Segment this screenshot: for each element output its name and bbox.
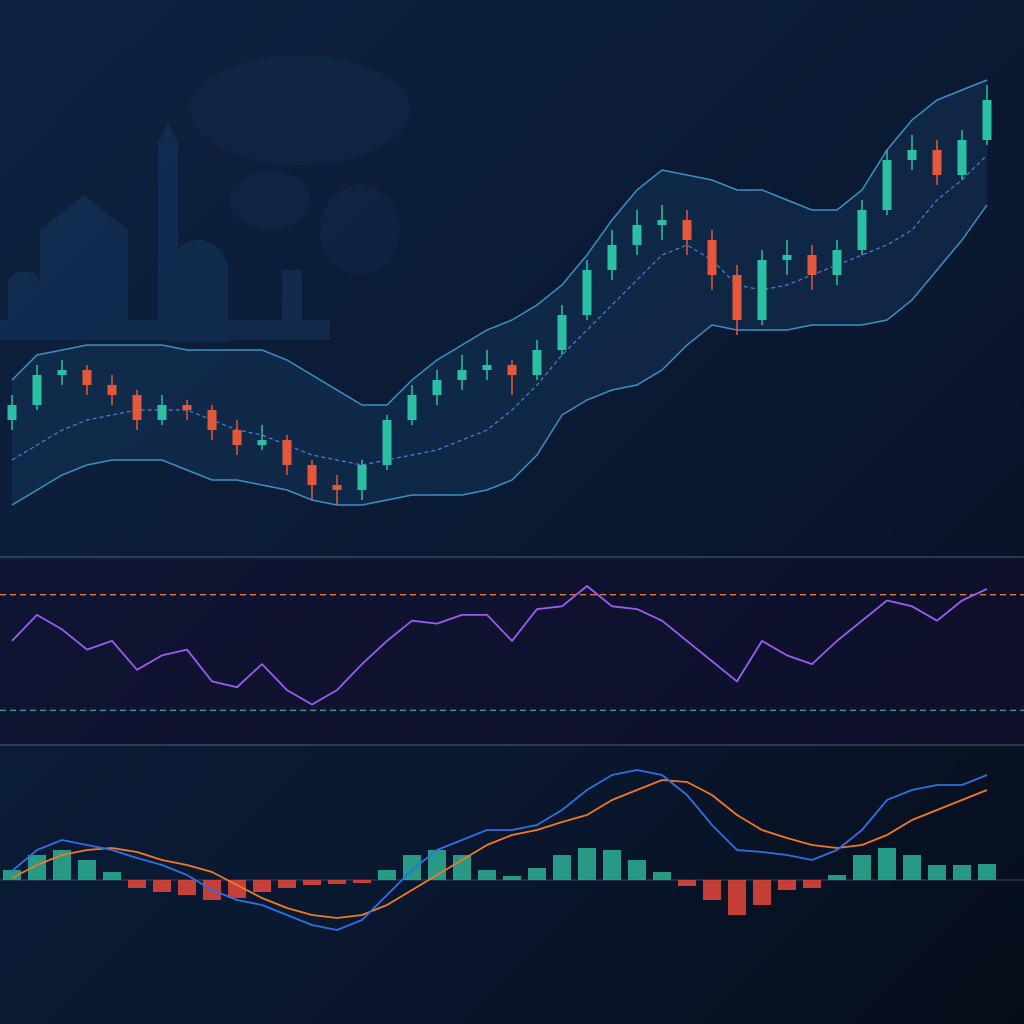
candle-body [732,275,742,320]
histogram-bar [953,865,971,880]
histogram-bar [478,870,496,880]
map-decoration [190,55,410,275]
candle-body [232,430,242,445]
candle-body [757,260,767,320]
histogram-bar [103,872,121,880]
histogram-bar [503,876,521,880]
candle-body [832,250,842,275]
candle-body [857,210,867,250]
histogram-bar [553,855,571,880]
histogram-bar [803,880,821,888]
candle-body [682,220,692,240]
candle-body [532,350,542,375]
histogram-bar [878,848,896,880]
histogram-bar [303,880,321,885]
histogram-bar [653,872,671,880]
candle-body [57,370,67,375]
candle-body [257,440,267,445]
candle-body [607,245,617,270]
skyline-decoration [0,120,330,342]
candle-body [482,365,492,370]
macd-line [11,769,988,931]
histogram-bar [753,880,771,905]
candle-body [557,315,567,350]
histogram-bar [928,865,946,880]
candle-body [932,150,942,175]
histogram-bar [253,880,271,892]
candle-body [657,220,667,225]
rsi-panel [0,560,1024,745]
candle-body [382,420,392,465]
candle-body [782,255,792,260]
signal-line [11,779,988,919]
histogram-bar [178,880,196,895]
candle-body [807,255,817,275]
histogram-bar [978,864,996,880]
candle-body [207,410,217,430]
histogram-bar [678,880,696,886]
histogram-bar [628,860,646,880]
histogram-bar [78,860,96,880]
band-fill [12,80,987,505]
histogram-bar [603,850,621,880]
candle-body [982,100,992,140]
candle-body [82,370,92,385]
candle-body [157,405,167,420]
histogram-bar [578,848,596,880]
candle-body [707,240,717,275]
candle-body [7,405,17,420]
candle-body [132,395,142,420]
candle-body [107,385,117,395]
candle-body [882,160,892,210]
histogram-bar [728,880,746,915]
band-lower [11,204,988,506]
histogram-bar [278,880,296,888]
candle-body [282,440,292,465]
candle-body [307,465,317,485]
band-upper [11,79,988,406]
candle-body [332,485,342,490]
candle-body [407,395,417,420]
histogram-bar [703,880,721,900]
candle-body [907,150,917,160]
histogram-bar [528,868,546,880]
histogram-bar [128,880,146,888]
candle-body [507,365,517,375]
histogram-bar [453,855,471,880]
candle-body [432,380,442,395]
rsi-line [11,585,988,706]
histogram-bar [378,870,396,880]
candle-body [632,225,642,245]
histogram-bar [153,880,171,892]
candle-body [957,140,967,175]
histogram-bar [903,855,921,880]
histogram-bar [3,870,21,880]
histogram-bar [353,880,371,883]
histogram-bar [778,880,796,890]
candle-body [182,405,192,410]
histogram-bar [328,880,346,884]
candle-body [32,375,42,405]
histogram-bar [228,880,246,898]
candle-body [457,370,467,380]
histogram-bar [828,875,846,880]
histogram-bar [853,855,871,880]
band-middle [11,154,988,466]
candle-body [582,270,592,315]
candle-body [357,465,367,490]
histogram-bar [28,855,46,880]
